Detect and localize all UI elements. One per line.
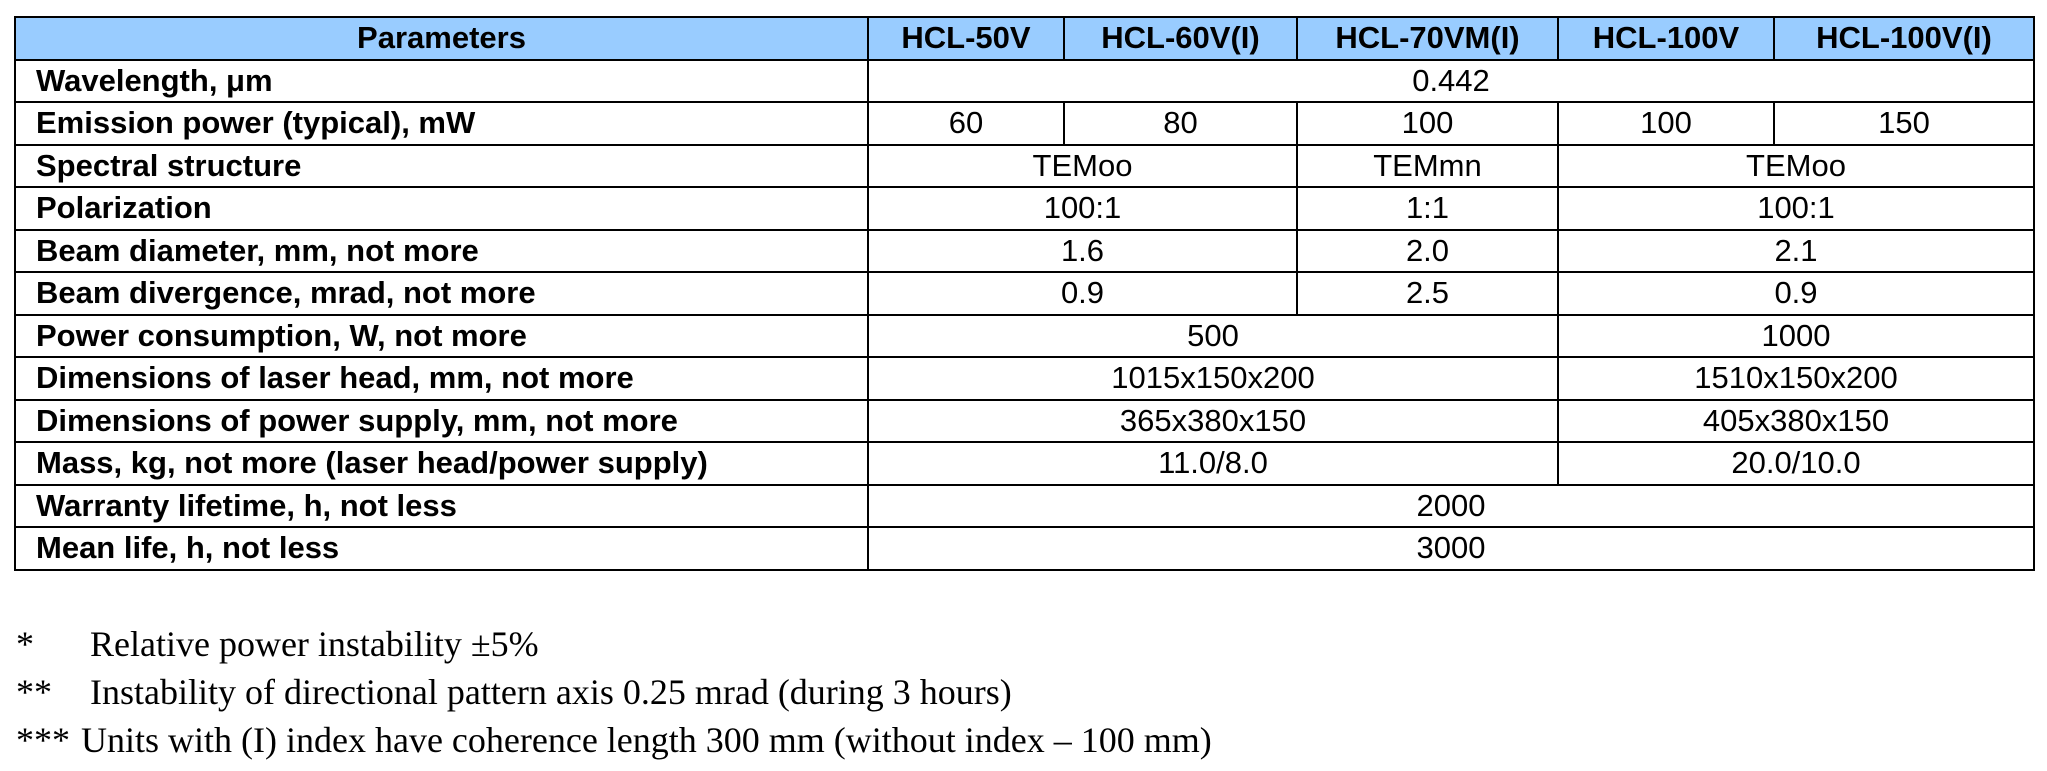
value-cell: 1:1 — [1296, 186, 1559, 231]
header-hcl-50v: HCL-50V — [867, 16, 1065, 61]
param-label: Warranty lifetime, h, not less — [14, 483, 869, 528]
value-cell: 1000 — [1557, 313, 2035, 358]
value-cell: 1015x150x200 — [867, 356, 1559, 401]
footnotes: * Relative power instability ±5% ** Inst… — [16, 620, 1212, 764]
value-cell: 405x380x150 — [1557, 398, 2035, 443]
param-label: Wavelength, μm — [14, 58, 869, 103]
table-row: Dimensions of laser head, mm, not more 1… — [14, 356, 2035, 401]
value-cell: 0.442 — [867, 58, 2035, 103]
footnote: ** Instability of directional pattern ax… — [16, 668, 1212, 716]
value-cell: 2.1 — [1557, 228, 2035, 273]
value-cell: 11.0/8.0 — [867, 441, 1559, 486]
value-cell: 3000 — [867, 526, 2035, 571]
value-cell: TEMmn — [1296, 143, 1559, 188]
param-label: Beam diameter, mm, not more — [14, 228, 869, 273]
header-hcl-100v: HCL-100V — [1557, 16, 1775, 61]
table-row: Warranty lifetime, h, not less 2000 — [14, 483, 2035, 528]
value-cell: 500 — [867, 313, 1559, 358]
table-row: Emission power (typical), mW 60 80 100 1… — [14, 101, 2035, 146]
value-cell: 100 — [1557, 101, 1775, 146]
footnote-marker: * — [16, 624, 34, 664]
header-hcl-100vi: HCL-100V(I) — [1773, 16, 2035, 61]
footnote-text: Units with (I) index have coherence leng… — [81, 720, 1212, 760]
param-label: Polarization — [14, 186, 869, 231]
value-cell: 365x380x150 — [867, 398, 1559, 443]
value-cell: 100:1 — [867, 186, 1298, 231]
footnote-marker: ** — [16, 672, 52, 712]
param-label: Dimensions of power supply, mm, not more — [14, 398, 869, 443]
footnote: * Relative power instability ±5% — [16, 620, 1212, 668]
value-cell: 2000 — [867, 483, 2035, 528]
value-cell: 80 — [1063, 101, 1298, 146]
param-label: Mean life, h, not less — [14, 526, 869, 571]
value-cell: 0.9 — [867, 271, 1298, 316]
header-hcl-60vi: HCL-60V(I) — [1063, 16, 1298, 61]
value-cell: 100 — [1296, 101, 1559, 146]
header-parameters: Parameters — [14, 16, 869, 61]
param-label: Power consumption, W, not more — [14, 313, 869, 358]
table-row: Beam divergence, mrad, not more 0.9 2.5 … — [14, 271, 2035, 316]
footnote-text: Relative power instability ±5% — [90, 624, 539, 664]
param-label: Dimensions of laser head, mm, not more — [14, 356, 869, 401]
table-row: Wavelength, μm 0.442 — [14, 58, 2035, 103]
spec-table: Parameters HCL-50V HCL-60V(I) HCL-70VM(I… — [14, 16, 2035, 571]
value-cell: 150 — [1773, 101, 2035, 146]
value-cell: 60 — [867, 101, 1065, 146]
header-row: Parameters HCL-50V HCL-60V(I) HCL-70VM(I… — [14, 16, 2035, 61]
value-cell: 20.0/10.0 — [1557, 441, 2035, 486]
value-cell: 0.9 — [1557, 271, 2035, 316]
table-row: Mass, kg, not more (laser head/power sup… — [14, 441, 2035, 486]
value-cell: 100:1 — [1557, 186, 2035, 231]
value-cell: TEMoo — [867, 143, 1298, 188]
param-label: Spectral structure — [14, 143, 869, 188]
table-row: Beam diameter, mm, not more 1.6 2.0 2.1 — [14, 228, 2035, 273]
footnote-marker: *** — [16, 720, 70, 760]
param-label: Beam divergence, mrad, not more — [14, 271, 869, 316]
param-label: Emission power (typical), mW — [14, 101, 869, 146]
table-row: Spectral structure TEMoo TEMmn TEMoo — [14, 143, 2035, 188]
param-label: Mass, kg, not more (laser head/power sup… — [14, 441, 869, 486]
footnote-text: Instability of directional pattern axis … — [90, 672, 1012, 712]
footnote: *** Units with (I) index have coherence … — [16, 716, 1212, 764]
value-cell: 2.5 — [1296, 271, 1559, 316]
value-cell: 2.0 — [1296, 228, 1559, 273]
value-cell: 1510x150x200 — [1557, 356, 2035, 401]
table-row: Dimensions of power supply, mm, not more… — [14, 398, 2035, 443]
value-cell: 1.6 — [867, 228, 1298, 273]
table-row: Power consumption, W, not more 500 1000 — [14, 313, 2035, 358]
header-hcl-70vmi: HCL-70VM(I) — [1296, 16, 1559, 61]
value-cell: TEMoo — [1557, 143, 2035, 188]
table-row: Polarization 100:1 1:1 100:1 — [14, 186, 2035, 231]
table-row: Mean life, h, not less 3000 — [14, 526, 2035, 571]
